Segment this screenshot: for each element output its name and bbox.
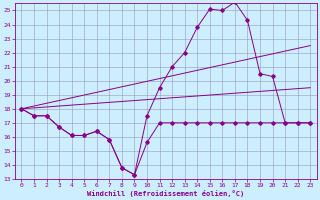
- X-axis label: Windchill (Refroidissement éolien,°C): Windchill (Refroidissement éolien,°C): [87, 190, 244, 197]
